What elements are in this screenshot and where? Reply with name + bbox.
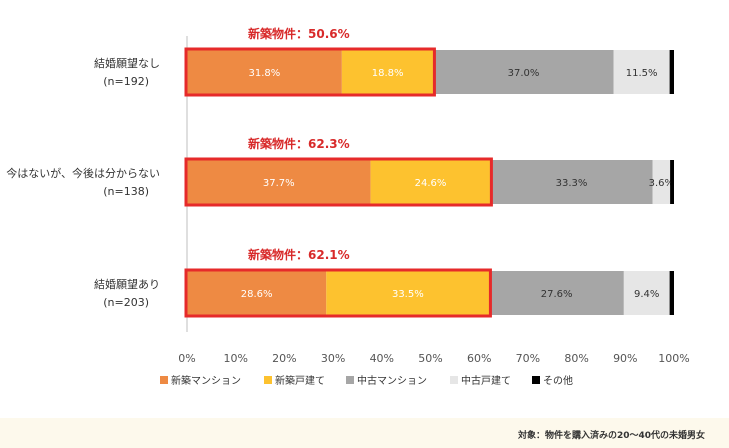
bar-segment-5 (669, 271, 674, 315)
x-tick-label: 60% (467, 352, 491, 365)
data-label: 37.7% (263, 178, 295, 189)
footer-band (0, 418, 729, 448)
category-n-label: (n=138) (103, 185, 149, 198)
data-label: 28.6% (241, 289, 273, 300)
bar-segment-5 (670, 160, 674, 204)
legend-swatch-4 (450, 376, 458, 384)
legend-label-3: 中古マンション (357, 374, 427, 387)
data-label: 33.5% (392, 289, 424, 300)
x-tick-label: 30% (321, 352, 345, 365)
x-tick-label: 70% (516, 352, 540, 365)
data-label: 27.6% (541, 289, 573, 300)
annotation-label: 新築物件：50.6% (248, 26, 350, 41)
bar-segment-5 (669, 50, 674, 94)
data-label: 3.6% (649, 178, 674, 189)
bar-segment-4 (652, 160, 671, 204)
bar-segment-1 (187, 271, 327, 315)
highlight-frame (184, 268, 492, 318)
bar-segment-3 (433, 50, 614, 94)
annotation-label: 新築物件：62.3% (248, 136, 350, 151)
legend-label-4: 中古戸建て (461, 374, 511, 387)
x-tick-label: 40% (370, 352, 394, 365)
bar-segment-1 (187, 50, 342, 94)
x-tick-label: 100% (658, 352, 689, 365)
legend-swatch-2 (264, 376, 272, 384)
data-label: 24.6% (415, 178, 447, 189)
x-tick-label: 10% (223, 352, 247, 365)
category-label: 結婚願望なし (94, 56, 160, 70)
data-label: 18.8% (372, 68, 404, 79)
bar-segment-3 (489, 271, 624, 315)
category-label: 結婚願望あり (94, 277, 160, 291)
footnote: 対象：物件を購入済みの20～40代の未婚男女 (517, 431, 705, 441)
legend-label-1: 新築マンション (171, 374, 241, 387)
bar-segment-2 (370, 160, 491, 204)
legend-swatch-3 (346, 376, 354, 384)
bar-segment-2 (341, 50, 434, 94)
highlight-frame (184, 47, 436, 97)
legend-swatch-1 (160, 376, 168, 384)
data-label: 31.8% (249, 68, 281, 79)
category-n-label: (n=203) (103, 296, 149, 309)
x-tick-label: 0% (178, 352, 195, 365)
data-label: 11.5% (626, 68, 658, 79)
x-tick-label: 50% (418, 352, 442, 365)
bar-segment-2 (326, 271, 490, 315)
bar-segment-1 (187, 160, 371, 204)
highlight-frame (184, 157, 493, 207)
category-label: 今はないが、今後は分からない (6, 166, 160, 180)
bar-segment-3 (490, 160, 653, 204)
legend-swatch-5 (532, 376, 540, 384)
bar-segment-4 (623, 271, 670, 315)
bar-segment-4 (613, 50, 670, 94)
category-n-label: (n=192) (103, 75, 149, 88)
annotation-label: 新築物件：62.1% (248, 247, 350, 262)
data-label: 37.0% (508, 68, 540, 79)
legend-label-2: 新築戸建て (275, 374, 325, 387)
data-label: 9.4% (634, 289, 659, 300)
x-tick-label: 90% (613, 352, 637, 365)
legend-label-5: その他 (543, 374, 573, 387)
data-label: 33.3% (556, 178, 588, 189)
x-tick-label: 80% (564, 352, 588, 365)
x-tick-label: 20% (272, 352, 296, 365)
